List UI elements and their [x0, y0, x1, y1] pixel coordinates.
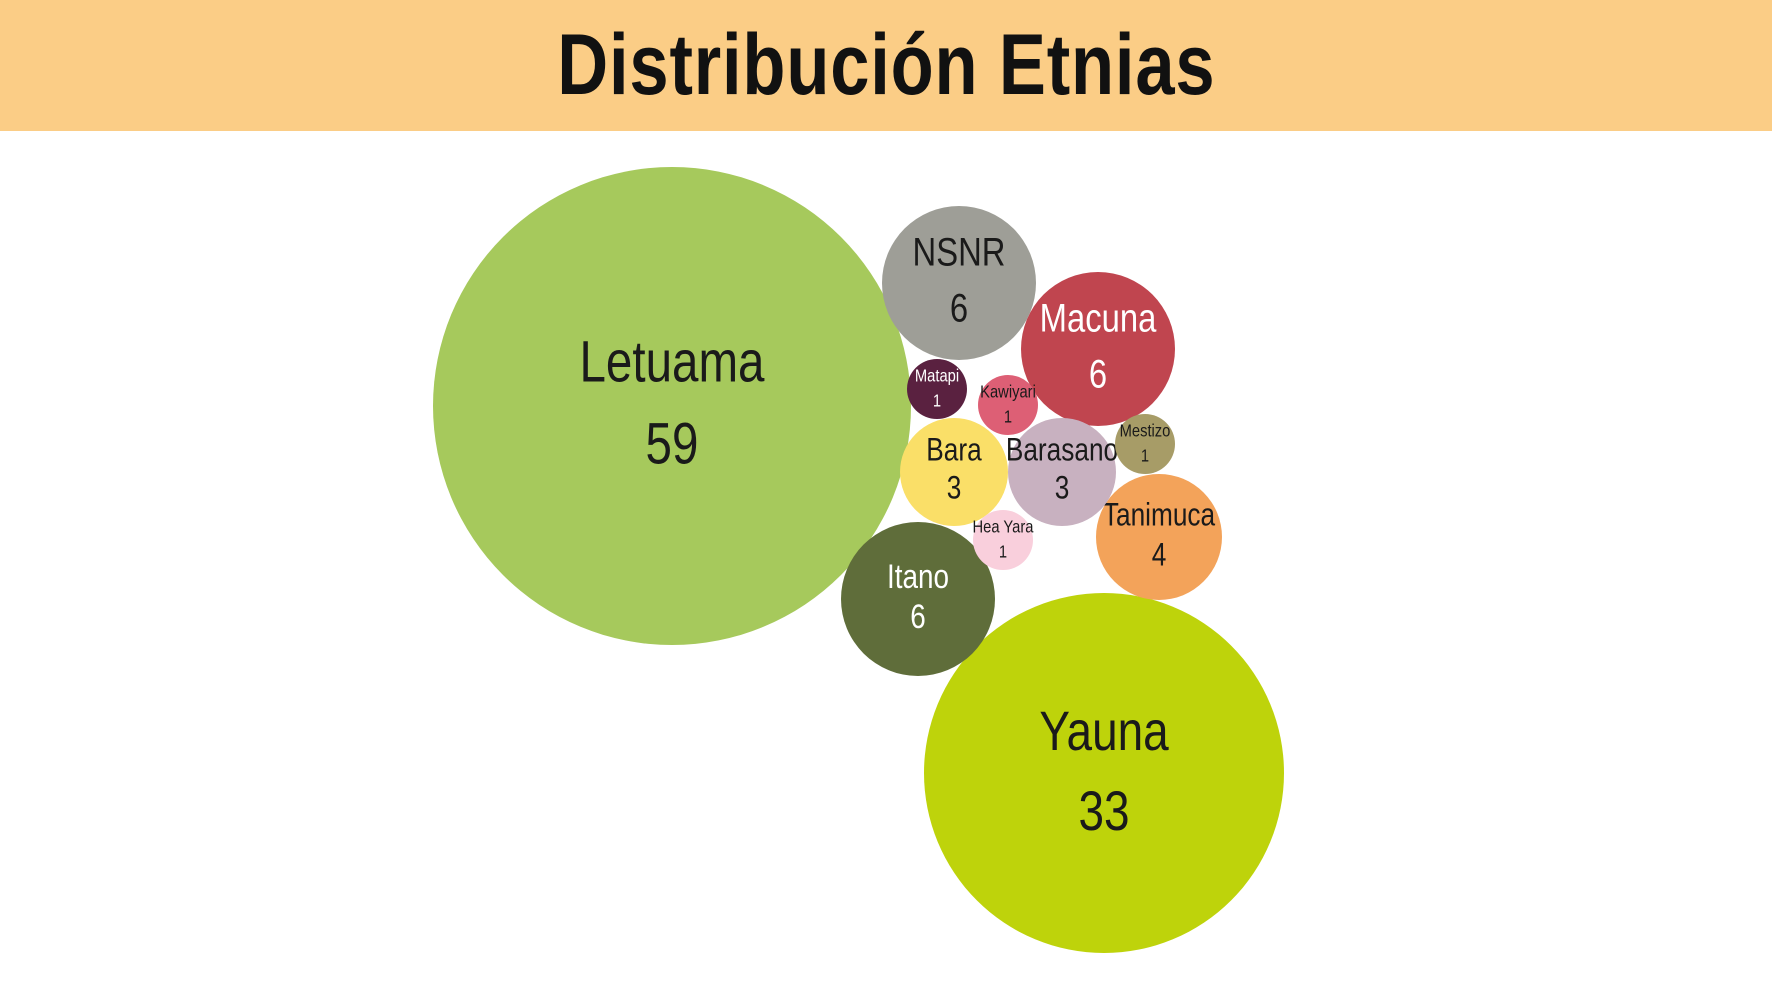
bubble-value-yauna: 33 [1078, 779, 1129, 841]
bubble-label-kawiyari: Kawiyari [980, 382, 1036, 402]
bubble-label-letuama: Letuama [579, 330, 764, 395]
bubble-label-matapi: Matapi [915, 366, 959, 386]
bubble-hea-yara: Hea Yara 1 [973, 510, 1035, 570]
bubble-value-matapi: 1 [933, 391, 941, 411]
bubble-label-yauna: Yauna [1039, 699, 1169, 761]
bubble-label-tanimuca: Tanimuca [1103, 498, 1216, 533]
bubble-circle-yauna [924, 593, 1284, 953]
bubble-value-macuna: 6 [1089, 351, 1107, 396]
bubble-value-nsnr: 6 [950, 285, 968, 330]
bubble-letuama: Letuama 59 [433, 167, 911, 645]
bubble-circle-barasano [1008, 418, 1116, 526]
bubble-value-barasano: 3 [1055, 471, 1070, 506]
bubble-value-tanimuca: 4 [1152, 538, 1167, 573]
bubble-tanimuca: Tanimuca 4 [1096, 474, 1222, 600]
bubble-value-kawiyari: 1 [1004, 407, 1012, 427]
bubble-label-nsnr: NSNR [913, 229, 1006, 274]
bubble-circle-tanimuca [1096, 474, 1222, 600]
bubble-label-hea-yara: Hea Yara [973, 517, 1035, 537]
bubble-kawiyari: Kawiyari 1 [978, 375, 1038, 435]
bubble-nsnr: NSNR 6 [882, 206, 1036, 360]
bubble-value-itano: 6 [910, 597, 926, 635]
bubble-mestizo: Mestizo 1 [1115, 414, 1175, 474]
bubble-circle-hea-yara [973, 510, 1033, 570]
bubble-value-mestizo: 1 [1141, 446, 1149, 466]
bubble-circle-letuama [433, 167, 911, 645]
bubble-circle-nsnr [882, 206, 1036, 360]
bubble-circle-matapi [907, 359, 967, 419]
bubble-value-letuama: 59 [646, 412, 699, 477]
bubble-matapi: Matapi 1 [907, 359, 967, 419]
bubble-label-mestizo: Mestizo [1120, 421, 1171, 441]
bubble-circle-macuna [1021, 272, 1175, 426]
bubble-value-hea-yara: 1 [999, 542, 1007, 562]
bubble-label-itano: Itano [887, 557, 949, 595]
page-title: Distribución Etnias [556, 17, 1216, 113]
bubble-macuna: Macuna 6 [1021, 272, 1175, 426]
bubble-label-bara: Bara [926, 433, 982, 468]
bubble-circle-mestizo [1115, 414, 1175, 474]
bubble-circle-itano [841, 522, 995, 676]
bubble-circle-kawiyari [978, 375, 1038, 435]
bubble-value-bara: 3 [947, 471, 962, 506]
bubble-circle-bara [900, 418, 1008, 526]
bubble-label-macuna: Macuna [1040, 295, 1157, 340]
bubble-yauna: Yauna 33 [924, 593, 1284, 953]
title-banner: Distribución Etnias [0, 0, 1772, 131]
bubble-label-barasano: Barasano [1006, 433, 1118, 468]
